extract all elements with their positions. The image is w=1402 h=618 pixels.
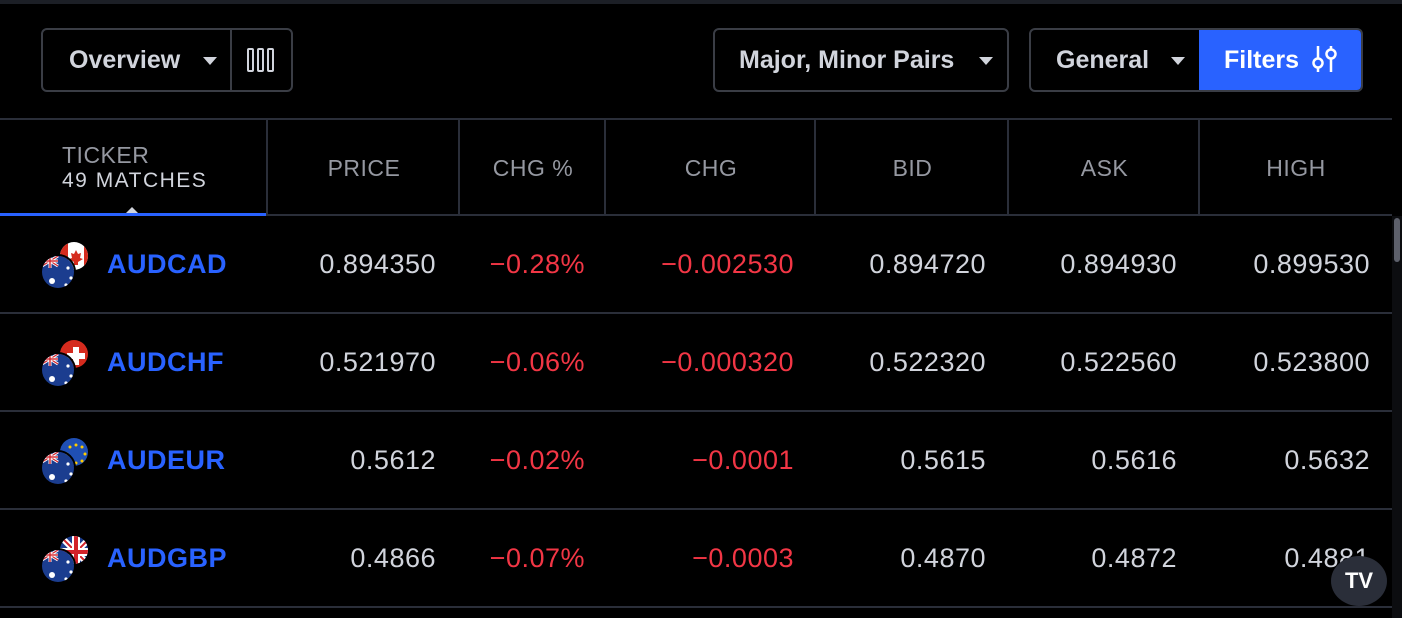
column-header-high[interactable]: HIGH: [1198, 120, 1392, 216]
high-cell: 0.5632: [1284, 444, 1370, 475]
table-header: TICKER 49 MATCHES PRICE CHG % CHG BID AS…: [0, 118, 1392, 216]
ticker-cell[interactable]: AUDCHF: [0, 314, 266, 410]
column-header-chg[interactable]: CHG: [604, 120, 816, 216]
ticker-symbol[interactable]: AUDCHF: [107, 346, 224, 377]
ticker-cell[interactable]: AUDGBP: [0, 510, 266, 606]
bid-cell: 0.4870: [900, 542, 986, 573]
sliders-icon: [1312, 46, 1337, 72]
chevron-down-icon: [1171, 57, 1185, 65]
column-set-selector[interactable]: General Filters: [1029, 28, 1363, 92]
currency-pair-flags: [40, 436, 94, 486]
view-selector[interactable]: Overview: [41, 28, 293, 92]
bid-cell: 0.522320: [869, 346, 986, 377]
table-row[interactable]: AUDCHF 0.521970 −0.06% −0.000320 0.52232…: [0, 314, 1392, 412]
screener-toolbar: Overview Major, Minor Pairs General Filt…: [0, 0, 1402, 118]
change-cell: −0.0003: [692, 542, 794, 573]
filters-button[interactable]: Filters: [1199, 30, 1361, 90]
currency-pair-flags: [40, 240, 94, 290]
price-cell: 0.4866: [350, 542, 436, 573]
ask-cell: 0.522560: [1060, 346, 1177, 377]
column-header-ask[interactable]: ASK: [1007, 120, 1200, 216]
market-selector-label: Major, Minor Pairs: [739, 45, 955, 74]
change-percent-cell: −0.07%: [489, 542, 585, 573]
ask-cell: 0.4872: [1091, 542, 1177, 573]
divider: [230, 30, 232, 90]
change-cell: −0.0001: [692, 444, 794, 475]
scrollbar-track[interactable]: [1392, 216, 1402, 618]
table-row[interactable]: AUDEUR 0.5612 −0.02% −0.0001 0.5615 0.56…: [0, 412, 1392, 510]
filters-label: Filters: [1224, 45, 1300, 74]
bid-cell: 0.5615: [900, 444, 986, 475]
top-border: [0, 0, 1402, 4]
column-header-chg-pct[interactable]: CHG %: [458, 120, 606, 216]
tradingview-logo: TV: [1331, 556, 1387, 606]
ticker-symbol[interactable]: AUDGBP: [107, 542, 228, 573]
ticker-header-label: TICKER: [62, 142, 150, 168]
high-cell: 0.523800: [1253, 346, 1370, 377]
high-cell: 0.899530: [1253, 248, 1370, 279]
ticker-cell[interactable]: AUDEUR: [0, 412, 266, 508]
ticker-symbol[interactable]: AUDCAD: [107, 248, 227, 279]
australia-flag-icon: [40, 352, 76, 388]
ask-cell: 0.894930: [1060, 248, 1177, 279]
view-selector-label: Overview: [69, 45, 181, 74]
chevron-down-icon: [979, 57, 993, 65]
change-cell: −0.000320: [661, 346, 794, 377]
price-cell: 0.5612: [350, 444, 436, 475]
change-cell: −0.002530: [661, 248, 794, 279]
active-sort-indicator: [0, 213, 266, 216]
australia-flag-icon: [40, 450, 76, 486]
change-percent-cell: −0.02%: [489, 444, 585, 475]
column-header-bid[interactable]: BID: [814, 120, 1009, 216]
column-header-ticker[interactable]: TICKER 49 MATCHES: [0, 120, 266, 216]
matches-count: 49 MATCHES: [62, 169, 208, 192]
sort-arrow-icon: [126, 207, 138, 213]
price-cell: 0.894350: [319, 248, 436, 279]
market-selector[interactable]: Major, Minor Pairs: [713, 28, 1009, 92]
ask-cell: 0.5616: [1091, 444, 1177, 475]
column-set-label: General: [1056, 45, 1150, 74]
columns-icon[interactable]: [247, 48, 275, 72]
price-cell: 0.521970: [319, 346, 436, 377]
change-percent-cell: −0.28%: [489, 248, 585, 279]
ticker-cell[interactable]: AUDCAD: [0, 216, 266, 312]
currency-pair-flags: [40, 338, 94, 388]
change-percent-cell: −0.06%: [489, 346, 585, 377]
bid-cell: 0.894720: [869, 248, 986, 279]
column-header-price[interactable]: PRICE: [266, 120, 460, 216]
currency-pair-flags: [40, 534, 94, 584]
scrollbar-thumb[interactable]: [1394, 218, 1400, 262]
table-row[interactable]: AUDCAD 0.894350 −0.28% −0.002530 0.89472…: [0, 216, 1392, 314]
australia-flag-icon: [40, 254, 76, 290]
chevron-down-icon: [203, 57, 217, 65]
table-row[interactable]: AUDGBP 0.4866 −0.07% −0.0003 0.4870 0.48…: [0, 510, 1392, 608]
australia-flag-icon: [40, 548, 76, 584]
ticker-symbol[interactable]: AUDEUR: [107, 444, 226, 475]
